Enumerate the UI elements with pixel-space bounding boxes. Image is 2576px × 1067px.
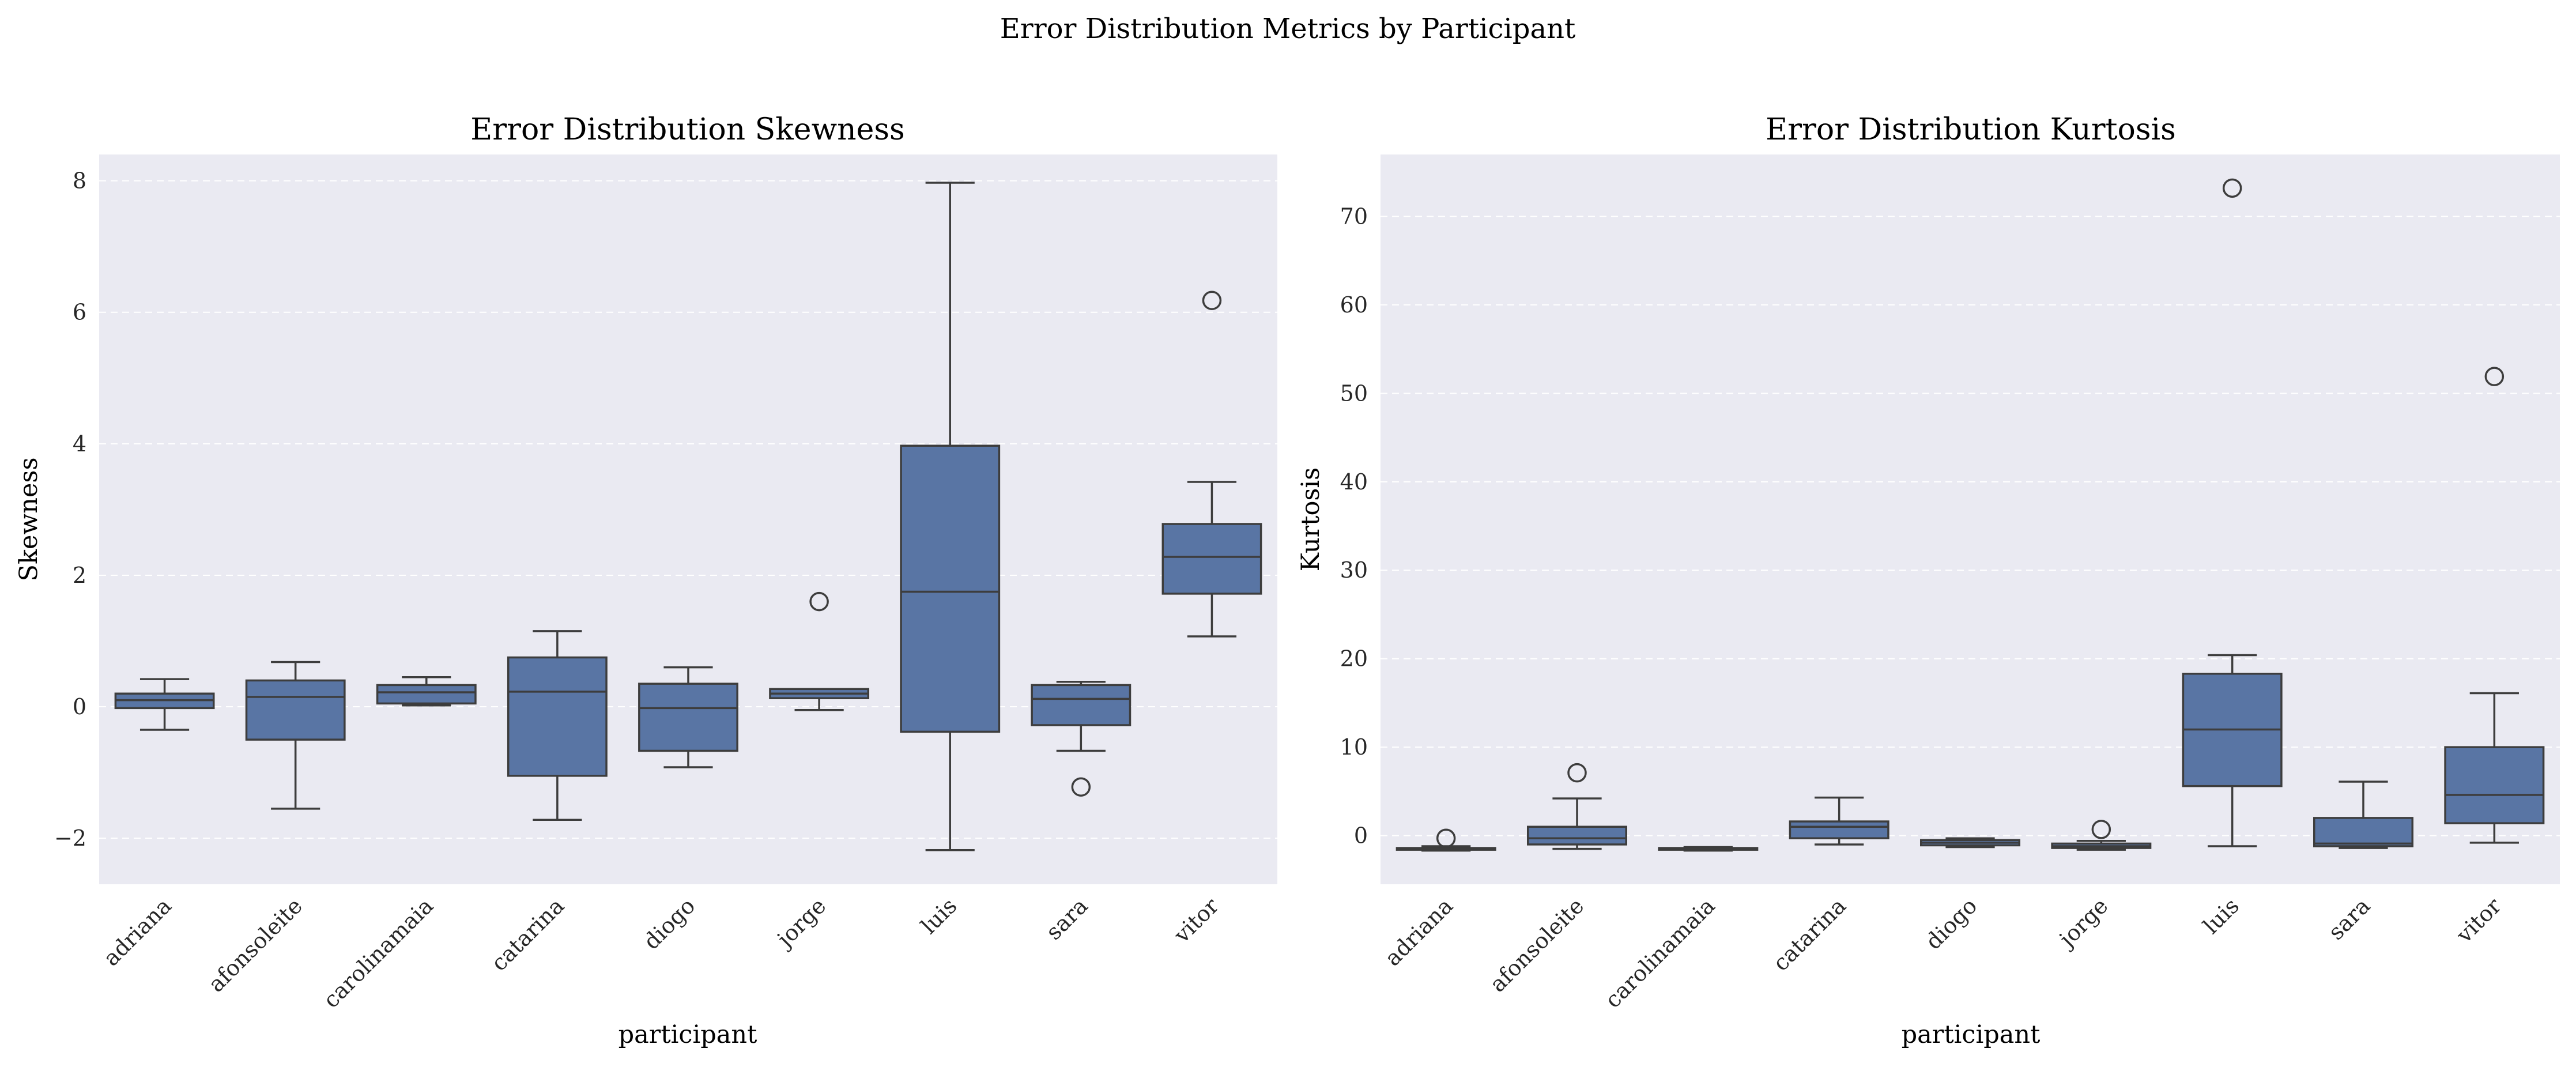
skewness-x-tick-label: catarina	[486, 893, 569, 976]
iqr-box	[1031, 684, 1132, 726]
skewness-plot-area	[99, 154, 1277, 884]
skewness-y-tick-label: −2	[54, 825, 86, 851]
iqr-box	[638, 683, 738, 752]
kurtosis-box-jorge	[2051, 820, 2152, 851]
figure-suptitle: Error Distribution Metrics by Participan…	[1000, 13, 1576, 45]
kurtosis-box-carolinamaia	[1658, 846, 1759, 852]
skewness-y-tick-label: 4	[73, 431, 86, 457]
kurtosis-y-tick-label: 20	[1340, 646, 1368, 672]
kurtosis-x-tick-label: afonsoleite	[1485, 893, 1589, 997]
skewness-x-axis-label: participant	[618, 1020, 757, 1049]
iqr-box	[507, 656, 608, 777]
outlier-point	[1436, 828, 1456, 848]
kurtosis-y-tick-label: 60	[1340, 292, 1368, 318]
kurtosis-panel-title: Error Distribution Kurtosis	[1766, 112, 2176, 147]
outlier-point	[2222, 178, 2242, 198]
iqr-box	[2313, 817, 2413, 847]
outlier-point	[2091, 820, 2111, 839]
skewness-y-ticks: −2 0 2 4 6 8	[54, 168, 86, 851]
skewness-x-tick-label: luis	[916, 893, 961, 938]
kurtosis-box-sara	[2313, 781, 2413, 849]
kurtosis-y-ticks: 0 10 20 30 40 50 60 70	[1340, 203, 1368, 848]
kurtosis-x-tick-label: sara	[2324, 893, 2375, 945]
skewness-box-adriana	[114, 678, 215, 731]
skewness-y-axis-label: Skewness	[14, 457, 43, 581]
outlier-point	[1202, 291, 1222, 310]
skewness-y-tick-label: 0	[73, 694, 86, 719]
skewness-box-carolinamaia	[376, 676, 477, 707]
kurtosis-box-afonsoleite	[1527, 763, 1627, 850]
skewness-box-catarina	[507, 630, 608, 821]
kurtosis-x-tick-label: catarina	[1768, 893, 1851, 976]
iqr-box	[1161, 523, 1262, 595]
iqr-box	[1527, 825, 1627, 846]
kurtosis-panel: Error Distribution Kurtosis 0 10 20 30 40 50 6…	[1296, 112, 2560, 1049]
skewness-box-jorge	[769, 591, 870, 711]
iqr-box	[376, 684, 477, 705]
kurtosis-x-tick-label: vitor	[2451, 893, 2506, 948]
skewness-box-sara	[1031, 680, 1132, 797]
skewness-x-tick-label: carolinamaia	[318, 893, 438, 1013]
skewness-box-diogo	[638, 666, 738, 768]
kurtosis-box-diogo	[1920, 837, 2020, 849]
skewness-boxes	[114, 182, 1262, 851]
kurtosis-y-tick-label: 50	[1340, 380, 1368, 406]
skewness-box-afonsoleite	[245, 661, 346, 810]
kurtosis-x-tick-label: jorge	[2053, 893, 2113, 953]
outlier-point	[809, 591, 829, 612]
iqr-box	[900, 444, 1001, 733]
skewness-box-luis	[900, 182, 1001, 851]
skewness-panel: Error Distribution Skewness −2 0 2 4 6 8 adri…	[14, 112, 1277, 1049]
skewness-panel-title: Error Distribution Skewness	[470, 112, 904, 147]
kurtosis-y-tick-label: 40	[1340, 469, 1368, 495]
kurtosis-x-tick-label: diogo	[1921, 893, 1982, 954]
skewness-x-tick-label: vitor	[1168, 893, 1224, 948]
kurtosis-x-tick-label: adriana	[1380, 893, 1458, 971]
kurtosis-x-axis-label: participant	[1902, 1020, 2041, 1049]
kurtosis-box-luis	[2182, 178, 2283, 847]
iqr-box	[1789, 820, 1889, 839]
skewness-x-tick-label: jorge	[771, 893, 831, 953]
skewness-x-tick-label: diogo	[639, 893, 700, 954]
kurtosis-x-tick-label: carolinamaia	[1600, 893, 1720, 1013]
kurtosis-box-vitor	[2444, 367, 2545, 844]
iqr-box	[245, 679, 346, 741]
kurtosis-boxes	[1396, 178, 2545, 852]
skewness-x-tick-label: afonsoleite	[203, 893, 307, 997]
iqr-box	[2444, 746, 2545, 824]
skewness-y-tick-label: 2	[73, 563, 86, 588]
kurtosis-box-adriana	[1396, 828, 1496, 852]
skewness-y-tick-label: 8	[73, 168, 86, 194]
kurtosis-y-tick-label: 30	[1340, 557, 1368, 583]
outlier-point	[1071, 777, 1091, 797]
skewness-x-tick-label: sara	[1041, 893, 1093, 945]
skewness-x-tick-label: adriana	[99, 893, 176, 971]
kurtosis-y-tick-label: 70	[1340, 203, 1368, 229]
skewness-x-ticks: adriana afonsoleite carolinamaia catarina di…	[99, 893, 1224, 1013]
kurtosis-plot-area	[1381, 154, 2560, 884]
kurtosis-y-tick-label: 0	[1354, 823, 1368, 849]
skewness-y-tick-label: 6	[73, 300, 86, 325]
outlier-point	[2484, 367, 2505, 386]
kurtosis-y-tick-label: 10	[1340, 734, 1368, 760]
kurtosis-x-ticks: adriana afonsoleite carolinamaia catarina di…	[1380, 893, 2506, 1013]
outlier-point	[1567, 763, 1587, 783]
kurtosis-box-catarina	[1789, 796, 1889, 846]
kurtosis-y-axis-label: Kurtosis	[1296, 467, 1325, 571]
kurtosis-x-tick-label: luis	[2198, 893, 2244, 938]
skewness-box-vitor	[1161, 291, 1262, 638]
